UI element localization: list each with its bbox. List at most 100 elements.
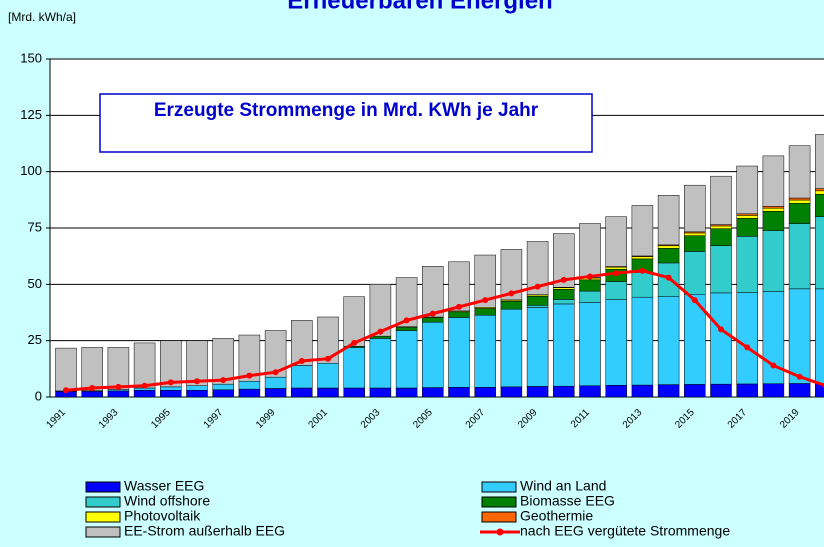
x-tick-label: 2003: [359, 407, 383, 431]
y-tick-label: 75: [28, 219, 42, 234]
bar-segment: [736, 292, 758, 385]
line-series: [65, 269, 824, 392]
legend-label: Wasser EEG: [124, 478, 204, 494]
bar-segment: [343, 347, 365, 389]
line-point: [560, 276, 567, 283]
bar-segment: [657, 296, 680, 385]
bar-segment: [81, 391, 103, 398]
bar-segment: [474, 254, 496, 308]
bar-segment: [815, 383, 824, 398]
bar-segment: [788, 197, 811, 201]
bar-segment: [133, 389, 156, 398]
y-axis-label: [Mrd. kWh/a]: [8, 10, 76, 24]
bar-segment: [448, 261, 470, 312]
bar-segment: [212, 389, 234, 398]
y-tick-label: 0: [35, 388, 42, 403]
line-point: [665, 274, 672, 281]
bar-segment: [815, 216, 824, 290]
legend-label: nach EEG vergütete Strommenge: [520, 523, 730, 539]
bar-segment: [815, 188, 824, 192]
annotation-wrap: Erzeugte Strommenge in Mrd. KWh je Jahr: [154, 100, 538, 121]
bar-segment: [815, 190, 824, 195]
bar-segment: [605, 385, 627, 398]
bar-segment: [291, 320, 313, 366]
bar-segment: [684, 232, 706, 236]
legend-label: Biomasse EEG: [520, 493, 615, 509]
line-point: [744, 344, 751, 351]
bar-segment: [553, 289, 575, 300]
legend-label: Geothermie: [520, 508, 593, 524]
bar-segment: [395, 277, 418, 327]
bar-segment: [395, 330, 418, 389]
bar-segment: [160, 340, 182, 388]
line-point: [691, 297, 698, 304]
bar-segment: [605, 266, 627, 270]
bar-segment: [631, 384, 654, 398]
bar-segment: [710, 225, 732, 229]
legend-label: EE-Strom außerhalb EEG: [124, 523, 285, 539]
line-point: [63, 387, 69, 394]
x-tick-label: 1997: [202, 407, 226, 431]
bar-segment: [474, 314, 496, 388]
bar-segment: [710, 175, 732, 225]
x-tick-label: 2015: [673, 407, 697, 431]
bar-segment: [736, 383, 758, 398]
line-point: [796, 373, 803, 380]
legend-swatch: [481, 496, 517, 508]
x-tick-label: 2013: [621, 407, 645, 431]
bar-segment: [238, 388, 261, 398]
bar-segment: [553, 385, 575, 398]
bar-segment: [526, 307, 549, 387]
bar-segment: [238, 334, 261, 382]
bar-segment: [762, 211, 785, 231]
bar-segment: [710, 292, 732, 385]
bar-segment: [422, 321, 444, 388]
bar-segment: [579, 290, 601, 303]
bar-segment: [160, 386, 182, 391]
x-tick-label: 1999: [254, 407, 278, 431]
bar-segment: [605, 281, 627, 300]
bar-segment: [526, 241, 549, 295]
bar-segment: [264, 330, 287, 378]
bar-segment: [343, 296, 365, 347]
bar-segment: [788, 383, 811, 398]
bar-segment: [474, 308, 496, 316]
x-tick-label: 2019: [778, 407, 802, 431]
bar-segment: [657, 384, 680, 398]
bar-segment: [238, 380, 261, 390]
line-point: [351, 339, 358, 346]
bar-segment: [788, 202, 811, 224]
legend-swatch: [481, 511, 517, 523]
x-tick-label: 2007: [464, 407, 488, 431]
bar-segment: [815, 134, 824, 189]
line-point: [115, 383, 122, 390]
line-point: [298, 357, 305, 364]
bar-segment: [684, 184, 706, 233]
bar-segment: [291, 365, 313, 389]
bar-segment: [579, 279, 601, 292]
bar-segment: [736, 165, 758, 215]
bar-segment: [317, 316, 339, 364]
legend-swatch: [481, 481, 517, 493]
line-point: [508, 290, 515, 297]
bar-segment: [212, 338, 234, 385]
annotation-box: [99, 93, 593, 153]
bar-segment: [448, 387, 470, 398]
bar-segment: [684, 384, 706, 398]
bar-segment: [422, 317, 444, 323]
bar-segment: [553, 233, 575, 288]
bar-segment: [788, 199, 811, 204]
x-tick-label: 1993: [97, 407, 121, 431]
line-point: [639, 267, 646, 274]
bar-segment: [212, 383, 234, 391]
line-point: [587, 273, 593, 280]
bar-segment: [81, 347, 103, 391]
legend-swatch: [85, 526, 121, 538]
x-tick-label: 1995: [149, 407, 173, 431]
bar-segment: [369, 284, 392, 337]
line-point: [220, 377, 227, 384]
bar-segment: [579, 223, 601, 278]
bar-segment: [684, 235, 706, 252]
line-point: [272, 369, 279, 376]
bar-segment: [788, 145, 811, 199]
